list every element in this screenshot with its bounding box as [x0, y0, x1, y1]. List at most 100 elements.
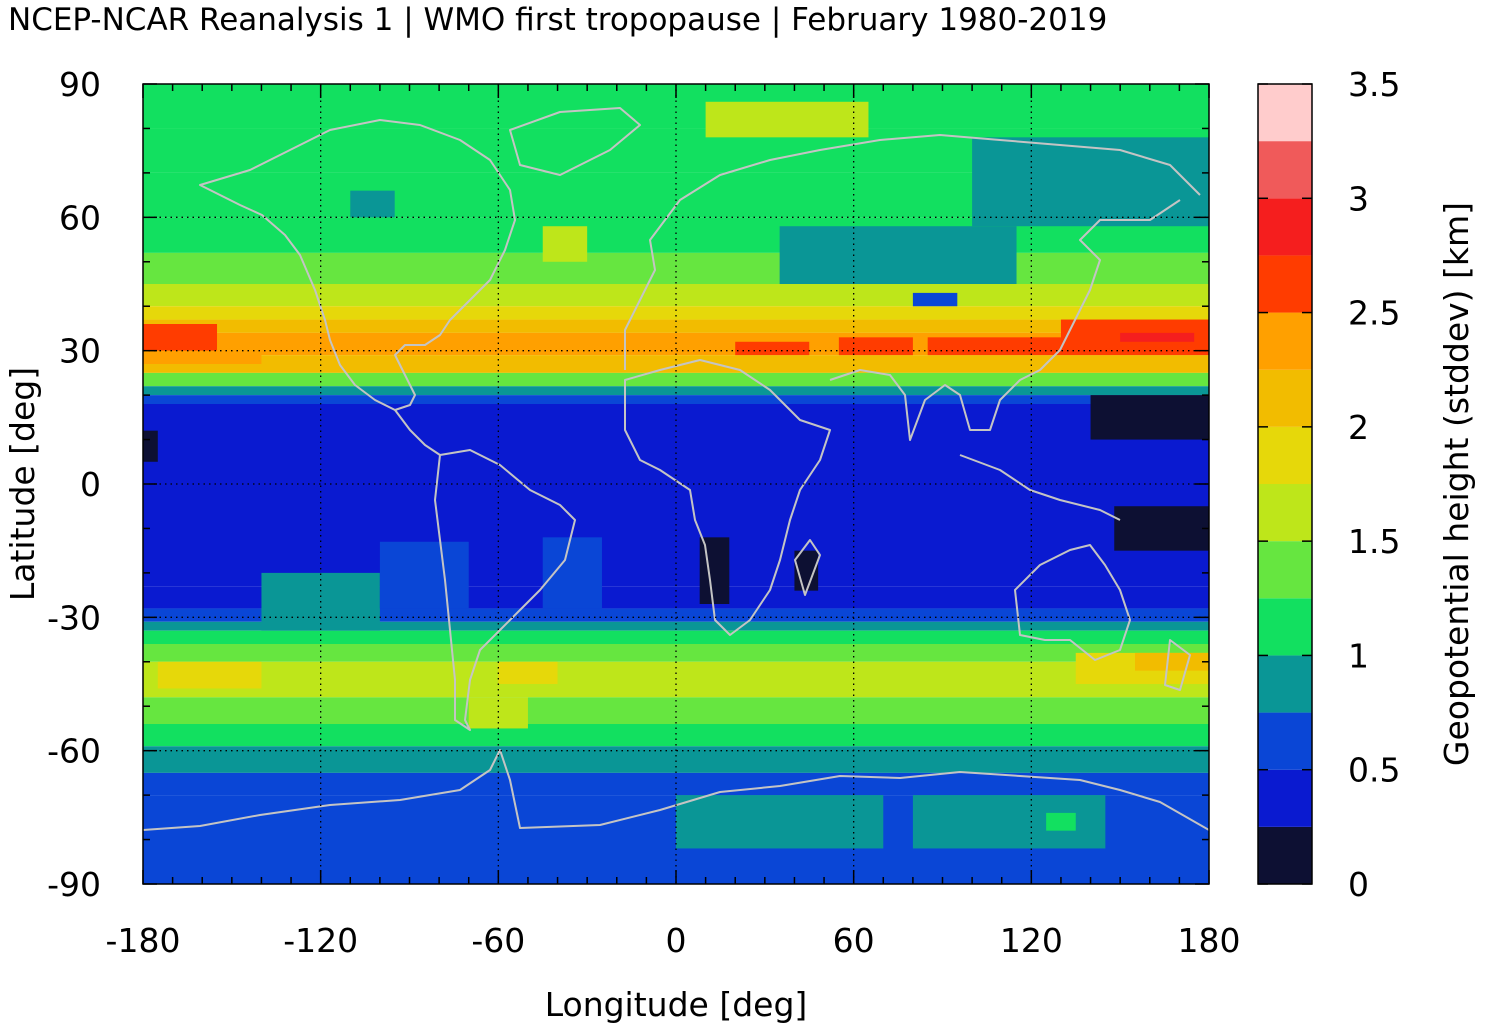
colorbar-swatch	[1258, 312, 1312, 370]
colorbar-tick-label: 3.5	[1348, 65, 1400, 104]
heatmap-band	[143, 252, 1209, 284]
heatmap-band	[143, 372, 1209, 387]
heatmap-band	[143, 724, 1209, 747]
heatmap-band	[143, 284, 1209, 307]
heatmap-cell	[468, 697, 528, 729]
heatmap-band	[143, 306, 1209, 320]
colorbar-tick-label: 2.5	[1348, 294, 1400, 333]
heatmap-cell	[1120, 332, 1195, 342]
chart-title: NCEP-NCAR Reanalysis 1 | WMO first tropo…	[8, 2, 1107, 38]
coastline-south-asia	[829, 199, 1181, 441]
heatmap-cell	[143, 350, 262, 364]
colorbar-label: Geopotential height (stddev) [km]	[1437, 202, 1476, 766]
coastline-north-america	[199, 119, 516, 411]
colorbar-tick-label: 0.5	[1348, 751, 1400, 790]
coastline-central-america	[394, 409, 441, 456]
heatmap-band	[143, 630, 1209, 644]
colorbar-tick-label: 3	[1348, 179, 1369, 218]
x-tick-label: -120	[283, 921, 358, 960]
x-tick-label: -180	[106, 921, 181, 960]
heatmap-band	[143, 621, 1209, 631]
y-tick-labels: 90 60 30 0 -30 -60 -90	[47, 65, 101, 904]
colorbar-swatch	[1258, 769, 1312, 827]
heatmap-cell	[350, 190, 395, 218]
colorbar-swatch	[1258, 198, 1312, 256]
y-tick-label: 30	[59, 332, 101, 371]
colorbar-tick-label: 1.5	[1348, 522, 1400, 561]
colorbar-swatch	[1258, 426, 1312, 484]
coastlines	[143, 107, 1209, 831]
x-tick-label: 180	[1178, 921, 1241, 960]
colorbar-ticks: 3.5 3 2.5 2 1.5 1 0.5 0	[1258, 65, 1400, 904]
tick-marks	[142, 83, 1210, 885]
x-axis-label: Longitude [deg]	[545, 985, 808, 1024]
heatmap-cell	[838, 337, 913, 356]
heatmap-cell	[157, 661, 262, 689]
coastline-australia	[1014, 544, 1131, 661]
colorbar	[1258, 84, 1312, 884]
y-tick-label: -60	[47, 732, 101, 771]
heatmap-cell	[676, 795, 884, 849]
x-tick-label: 0	[666, 921, 687, 960]
coastline-madagascar	[794, 539, 821, 596]
coastline-antarctica	[143, 749, 1209, 831]
heatmap-band	[143, 395, 1209, 404]
heatmap-cell	[705, 101, 869, 138]
colorbar-frame	[1257, 83, 1313, 885]
colorbar-tick-label: 2	[1348, 408, 1369, 447]
heatmap-cell	[779, 226, 1017, 284]
coastline-new-zealand	[1164, 639, 1191, 691]
colorbar-swatch	[1258, 484, 1312, 542]
heatmap-band	[143, 386, 1209, 396]
x-tick-label: 60	[833, 921, 875, 960]
heatmap-cell	[912, 795, 1106, 849]
heatmap-band	[143, 697, 1209, 724]
heatmap-band	[143, 644, 1209, 662]
heatmap-cell	[1134, 652, 1209, 671]
y-tick-label: -90	[47, 865, 101, 904]
colorbar-swatch	[1258, 712, 1312, 770]
colorbar-tick-label: 0	[1348, 865, 1369, 904]
heatmap-cell	[1090, 395, 1209, 440]
heatmap-cell	[927, 337, 1061, 356]
heatmap-cell	[912, 292, 958, 307]
heatmap-band	[143, 404, 1209, 587]
y-tick-label: 60	[59, 198, 101, 237]
coastline-maritime	[959, 454, 1121, 521]
coastline-europe-africa	[624, 134, 1201, 370]
y-tick-label: -30	[47, 598, 101, 637]
coastline-greenland	[509, 107, 641, 176]
heatmap-band	[143, 608, 1209, 622]
heatmap-cell	[379, 541, 469, 609]
y-tick-label: 90	[59, 65, 101, 104]
heatmap-cell	[542, 537, 602, 609]
colorbar-swatch	[1258, 255, 1312, 313]
x-tick-labels: -180 -120 -60 0 60 120 180	[106, 921, 1241, 960]
colorbar-swatch	[1258, 141, 1312, 199]
colorbar-swatch	[1258, 655, 1312, 713]
y-axis-label: Latitude [deg]	[3, 367, 42, 601]
heatmap-cell	[143, 324, 218, 351]
colorbar-swatch	[1258, 84, 1312, 142]
heatmap-cell	[972, 137, 1209, 227]
heatmap-cell	[735, 341, 810, 356]
colorbar-swatch	[1258, 826, 1312, 884]
heatmap-cell	[542, 226, 588, 262]
y-tick-label: 0	[80, 465, 101, 504]
colorbar-swatch	[1258, 541, 1312, 599]
heatmap-cell	[498, 661, 558, 684]
x-tick-label: -60	[471, 921, 525, 960]
colorbar-swatch	[1258, 598, 1312, 656]
colorbar-swatch	[1258, 369, 1312, 427]
coastline-africa	[624, 359, 831, 636]
grid	[143, 84, 1209, 884]
coastline-south-america	[434, 449, 576, 731]
heatmap-cell	[1114, 506, 1209, 551]
heatmap-band	[143, 355, 1209, 373]
heatmap-cell	[1046, 812, 1076, 831]
x-tick-label: 120	[1000, 921, 1063, 960]
heatmap-cell	[143, 430, 158, 462]
colorbar-tick-label: 1	[1348, 636, 1369, 675]
heatmap-cell	[699, 537, 730, 604]
